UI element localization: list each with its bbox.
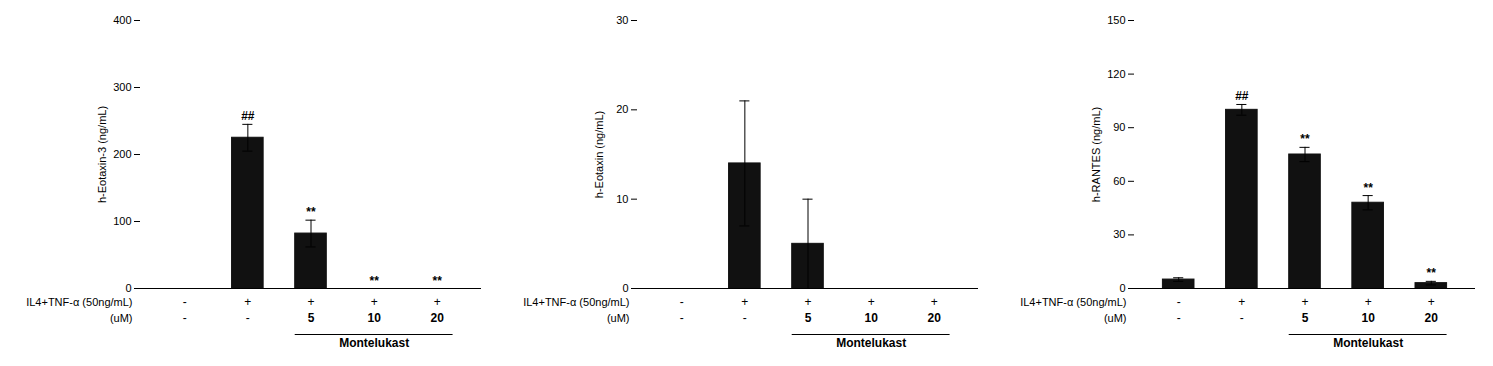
svg-text:5: 5 [805,311,812,325]
svg-text:+: + [434,295,441,309]
svg-text:-: - [183,295,187,309]
svg-text:h-Eotaxin-3 (ng/mL): h-Eotaxin-3 (ng/mL) [96,106,108,203]
svg-text:0: 0 [622,282,628,294]
svg-text:h-Eotaxin (ng/mL): h-Eotaxin (ng/mL) [593,111,605,198]
svg-text:h-RANTES (ng/mL): h-RANTES (ng/mL) [1090,107,1102,202]
svg-text:**: ** [1300,132,1310,146]
svg-text:30: 30 [1113,228,1125,240]
svg-text:+: + [1365,295,1372,309]
svg-text:(uM): (uM) [607,312,630,324]
svg-text:+: + [804,295,811,309]
svg-text:**: ** [1363,181,1373,195]
svg-text:+: + [307,295,314,309]
svg-text:10: 10 [616,193,628,205]
svg-text:400: 400 [113,14,131,26]
svg-text:**: ** [306,205,316,219]
svg-text:150: 150 [1107,14,1125,26]
svg-text:##: ## [241,109,255,123]
svg-text:+: + [371,295,378,309]
svg-text:+: + [868,295,875,309]
svg-text:**: ** [369,274,379,288]
svg-text:5: 5 [308,311,315,325]
svg-text:20: 20 [431,311,445,325]
svg-text:200: 200 [113,148,131,160]
svg-text:IL4+TNF-α (50ng/mL): IL4+TNF-α (50ng/mL) [26,296,132,308]
svg-text:##: ## [1235,89,1249,103]
svg-text:-: - [1240,311,1244,325]
svg-text:10: 10 [367,311,381,325]
svg-text:-: - [183,311,187,325]
svg-text:-: - [680,311,684,325]
svg-text:Montelukast: Montelukast [1333,336,1403,350]
svg-text:20: 20 [1425,311,1439,325]
svg-text:-: - [1177,311,1181,325]
svg-text:IL4+TNF-α (50ng/mL): IL4+TNF-α (50ng/mL) [523,296,629,308]
svg-text:0: 0 [1119,282,1125,294]
svg-text:-: - [743,311,747,325]
svg-text:(uM): (uM) [1104,312,1127,324]
svg-text:-: - [1177,295,1181,309]
svg-text:Montelukast: Montelukast [339,336,409,350]
svg-text:+: + [1301,295,1308,309]
svg-text:20: 20 [928,311,942,325]
svg-text:10: 10 [864,311,878,325]
svg-text:-: - [246,311,250,325]
svg-text:-: - [680,295,684,309]
svg-text:(uM): (uM) [110,312,133,324]
svg-text:30: 30 [616,14,628,26]
svg-text:+: + [1238,295,1245,309]
svg-text:+: + [931,295,938,309]
svg-text:**: ** [1427,266,1437,280]
svg-text:60: 60 [1113,175,1125,187]
svg-text:Montelukast: Montelukast [836,336,906,350]
svg-text:20: 20 [616,103,628,115]
svg-text:300: 300 [113,81,131,93]
svg-text:120: 120 [1107,68,1125,80]
svg-text:**: ** [433,274,443,288]
svg-text:IL4+TNF-α (50ng/mL): IL4+TNF-α (50ng/mL) [1020,296,1126,308]
svg-text:+: + [1428,295,1435,309]
svg-text:100: 100 [113,215,131,227]
svg-text:0: 0 [125,282,131,294]
svg-text:90: 90 [1113,121,1125,133]
svg-text:+: + [741,295,748,309]
svg-text:5: 5 [1302,311,1309,325]
svg-text:10: 10 [1361,311,1375,325]
svg-text:+: + [244,295,251,309]
